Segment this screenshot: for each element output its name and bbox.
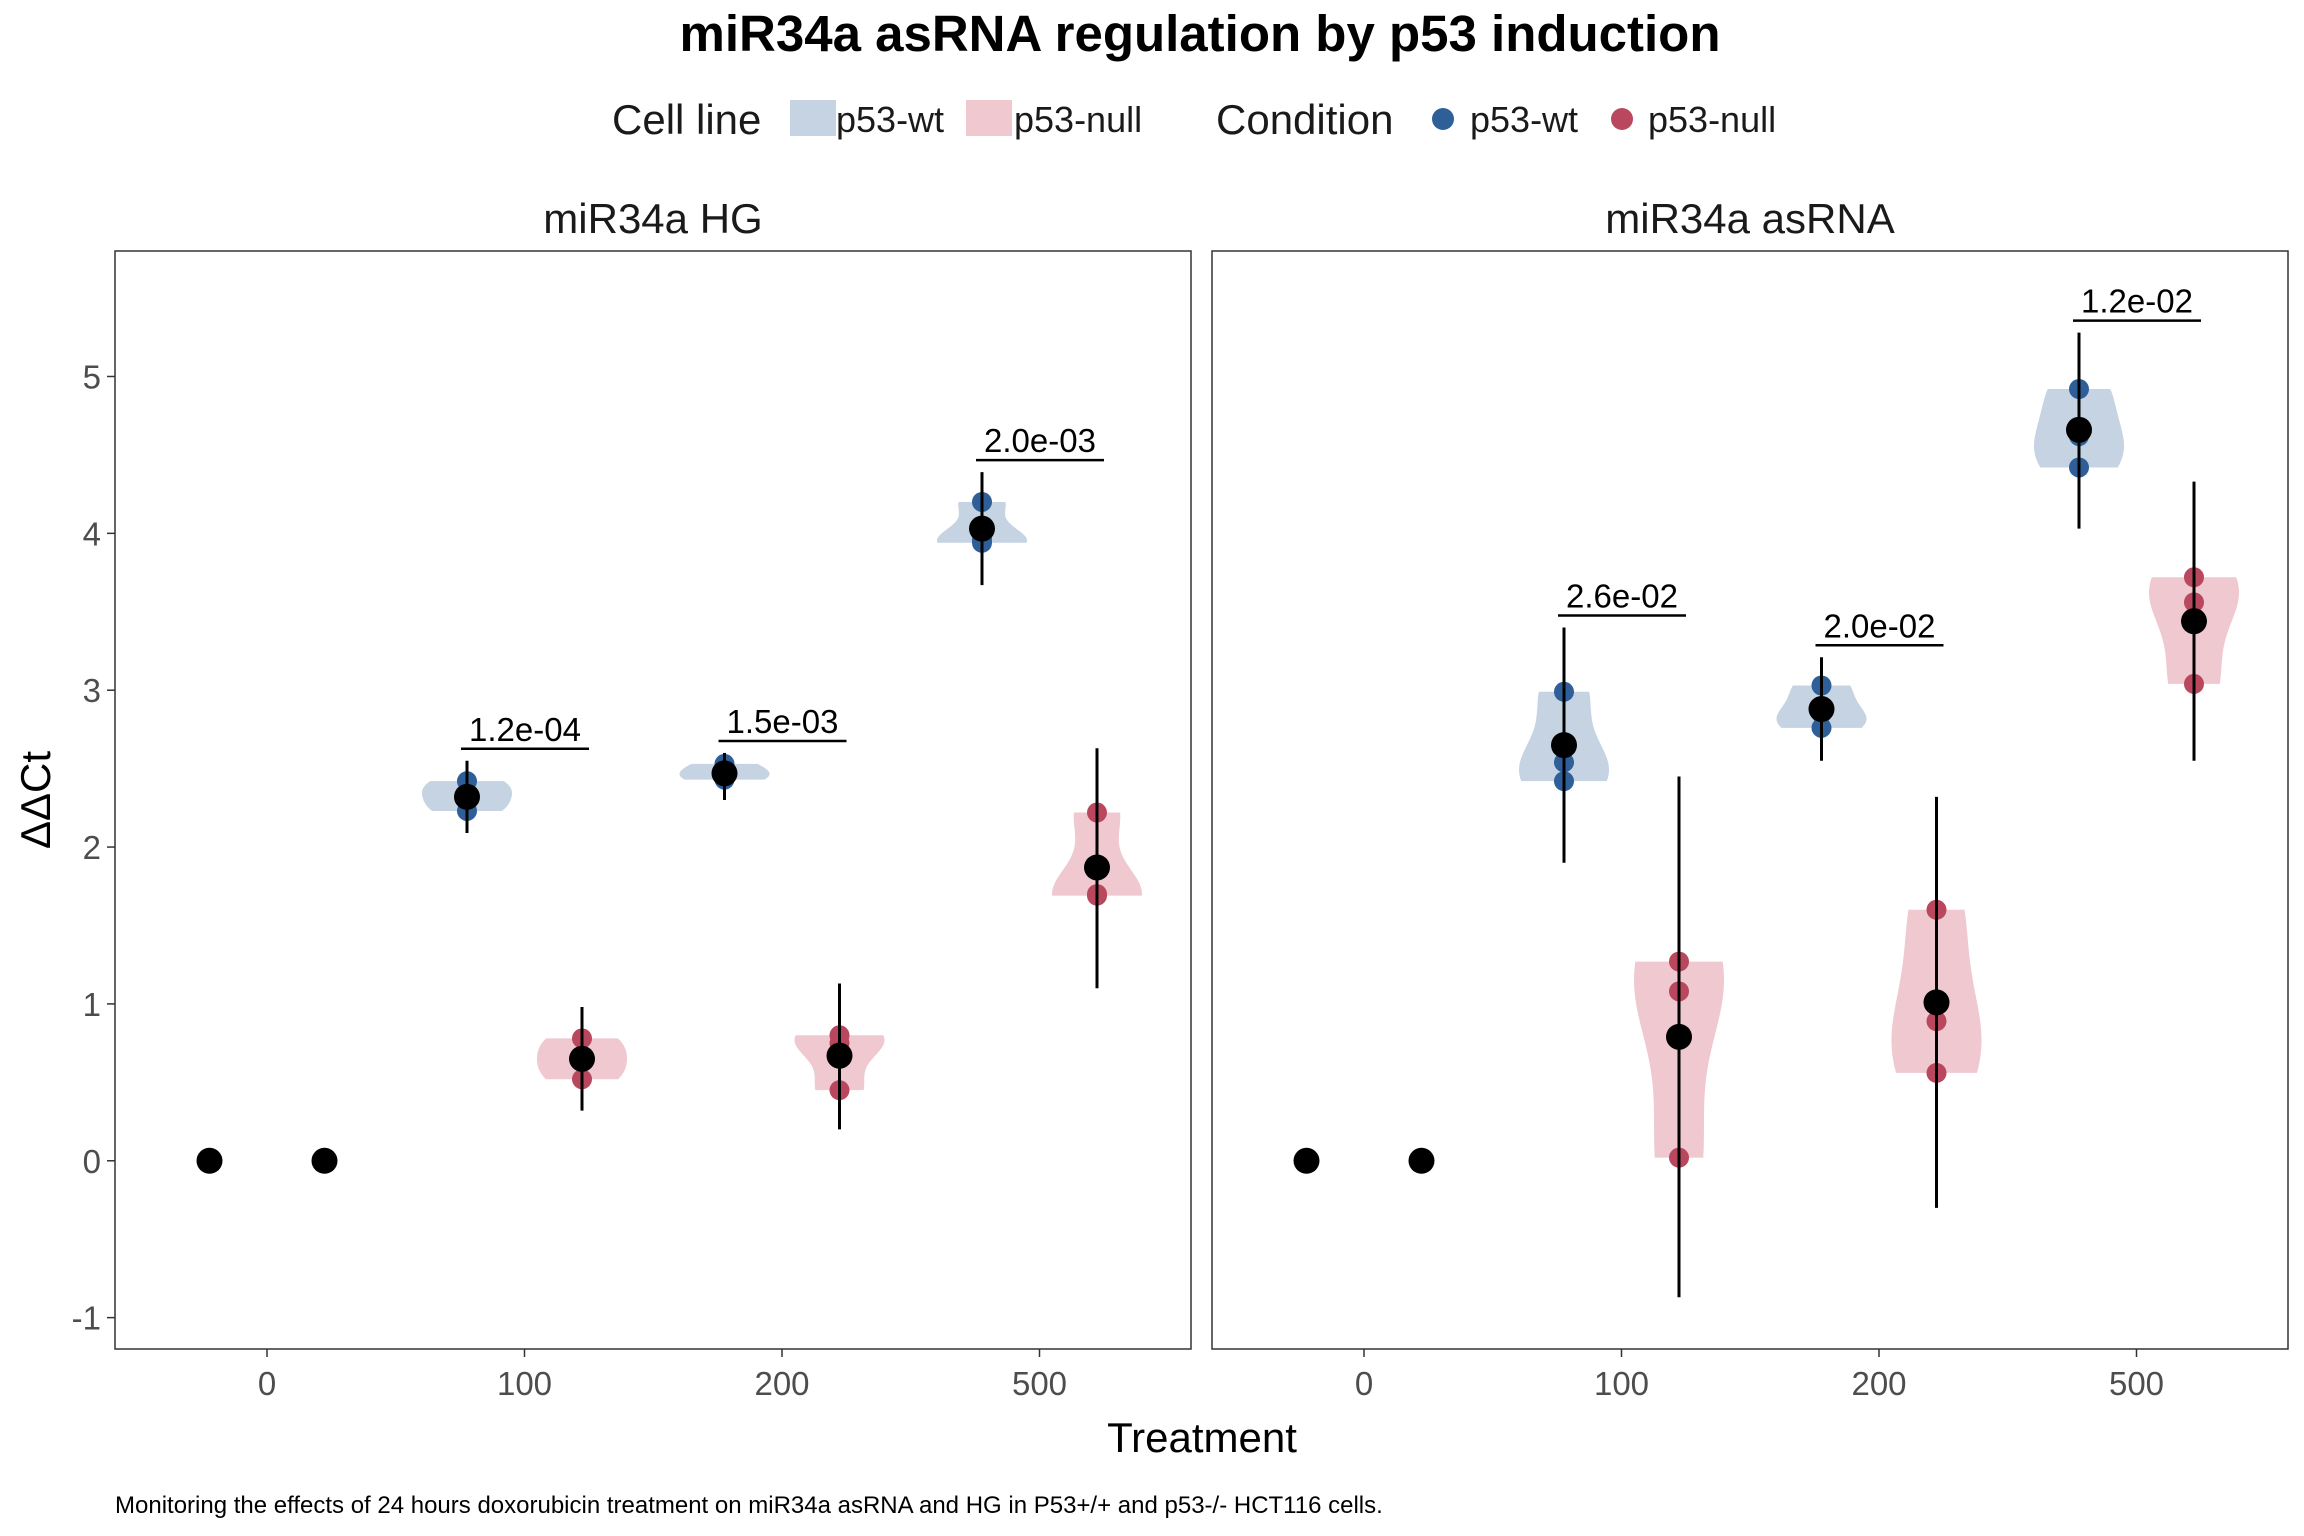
p-value-label: 2.0e-02 bbox=[1824, 607, 1936, 644]
group-200-p53-wt: 2.0e-02 bbox=[1776, 607, 1944, 761]
chart-caption: Monitoring the effects of 24 hours doxor… bbox=[115, 1492, 1383, 1519]
mean-point bbox=[1808, 696, 1835, 723]
mean-point bbox=[2181, 608, 2207, 635]
panel-1: miR34a asRNA 0 100 200 500 2.6e-02 2.0e-02 1.2e… bbox=[1211, 195, 2289, 1402]
y-axis-title: ΔΔCt bbox=[12, 751, 59, 849]
group-200-p53-null bbox=[1891, 796, 1982, 1208]
mean-point bbox=[1084, 854, 1110, 881]
legend-title-cell-line: Cell line bbox=[612, 96, 761, 143]
group-200-p53-wt: 1.5e-03 bbox=[679, 703, 847, 800]
panel-strip-label: miR34a HG bbox=[543, 195, 762, 242]
x-axis-title: Treatment bbox=[1107, 1414, 1297, 1461]
x-tick-label: 200 bbox=[1851, 1365, 1906, 1402]
group-0-p53-wt bbox=[196, 1147, 223, 1174]
group-500-p53-null bbox=[1052, 748, 1142, 989]
y-tick-label: 4 bbox=[83, 515, 101, 552]
mean-point bbox=[569, 1045, 595, 1072]
panel-strip-label: miR34a asRNA bbox=[1605, 195, 1894, 242]
legend-label-fill-wt: p53-wt bbox=[836, 99, 944, 140]
panel-frame bbox=[1211, 250, 2289, 1350]
group-100-p53-wt: 2.6e-02 bbox=[1519, 577, 1686, 863]
x-tick-label: 200 bbox=[754, 1365, 809, 1402]
mean-point bbox=[1666, 1023, 1692, 1050]
group-0-p53-null bbox=[1408, 1147, 1435, 1174]
group-500-p53-wt: 1.2e-02 bbox=[2034, 283, 2201, 529]
legend-label-point-wt: p53-wt bbox=[1470, 99, 1578, 140]
legend-label-point-null: p53-null bbox=[1648, 99, 1776, 140]
y-tick-label: 2 bbox=[83, 829, 101, 866]
legend-key-point-null bbox=[1611, 108, 1633, 130]
legend: Cell line p53-wt p53-null Condition p53-… bbox=[612, 96, 1776, 143]
p-value-label: 2.6e-02 bbox=[1566, 577, 1678, 614]
group-200-p53-null bbox=[794, 983, 885, 1130]
p-value-label: 1.5e-03 bbox=[727, 703, 839, 740]
legend-title-condition: Condition bbox=[1216, 96, 1393, 143]
mean-point bbox=[454, 783, 480, 810]
group-500-p53-null bbox=[2149, 481, 2239, 761]
x-tick-label: 100 bbox=[1594, 1365, 1649, 1402]
p-value-label: 1.2e-02 bbox=[2081, 283, 2193, 320]
y-tick-label: 0 bbox=[83, 1143, 101, 1180]
x-tick-label: 100 bbox=[497, 1365, 552, 1402]
y-tick-label: 3 bbox=[83, 672, 101, 709]
mean-point bbox=[311, 1147, 338, 1174]
y-tick-label: 1 bbox=[83, 986, 101, 1023]
mean-point bbox=[2066, 416, 2092, 443]
y-tick-label: 5 bbox=[83, 358, 101, 395]
legend-key-fill-null bbox=[966, 100, 1012, 136]
panel-0: miR34a HG 0 100 200 500 -1 0 1 2 3 4 5 1.2e-04 1.5e-0… bbox=[72, 195, 1192, 1402]
group-100-p53-wt: 1.2e-04 bbox=[422, 711, 589, 833]
mean-point bbox=[711, 760, 738, 787]
x-tick-label: 500 bbox=[2109, 1365, 2164, 1402]
group-500-p53-wt: 2.0e-03 bbox=[937, 422, 1104, 586]
group-100-p53-null bbox=[537, 1007, 627, 1111]
x-tick-label: 0 bbox=[258, 1365, 276, 1402]
chart-title: miR34a asRNA regulation by p53 induction bbox=[680, 5, 1721, 62]
x-tick-label: 500 bbox=[1012, 1365, 1067, 1402]
panel-frame bbox=[114, 250, 1192, 1350]
mean-point bbox=[1923, 989, 1950, 1016]
mean-point bbox=[1293, 1147, 1320, 1174]
legend-label-fill-null: p53-null bbox=[1014, 99, 1142, 140]
p-value-label: 1.2e-04 bbox=[469, 711, 581, 748]
group-100-p53-null bbox=[1634, 776, 1724, 1298]
panels: miR34a HG 0 100 200 500 -1 0 1 2 3 4 5 1.2e-04 1.5e-0… bbox=[72, 195, 2289, 1402]
mean-point bbox=[969, 515, 995, 542]
legend-key-point-wt bbox=[1432, 108, 1454, 130]
legend-key-fill-wt bbox=[790, 100, 836, 136]
mean-point bbox=[1408, 1147, 1435, 1174]
mean-point bbox=[826, 1042, 853, 1069]
mean-point bbox=[1551, 732, 1577, 759]
group-0-p53-null bbox=[311, 1147, 338, 1174]
group-0-p53-wt bbox=[1293, 1147, 1320, 1174]
mean-point bbox=[196, 1147, 223, 1174]
x-tick-label: 0 bbox=[1355, 1365, 1373, 1402]
y-tick-label: -1 bbox=[72, 1300, 101, 1337]
p-value-label: 2.0e-03 bbox=[984, 422, 1096, 459]
